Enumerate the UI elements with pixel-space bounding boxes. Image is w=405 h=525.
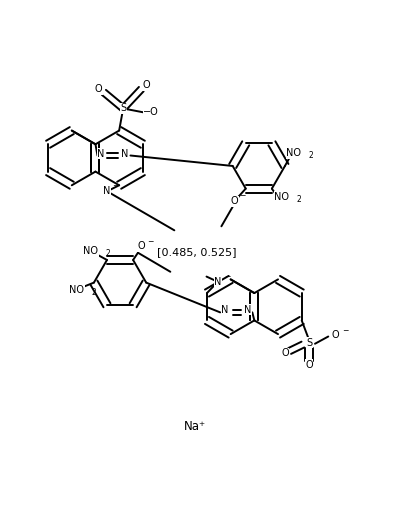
Text: NO: NO	[286, 148, 301, 158]
Text: 2: 2	[296, 195, 301, 204]
Text: O: O	[137, 242, 145, 251]
Text: [0.485, 0.525]: [0.485, 0.525]	[157, 247, 236, 257]
Text: N: N	[244, 305, 251, 315]
Text: N: N	[214, 277, 222, 287]
Text: −O: −O	[143, 107, 159, 117]
Text: O: O	[142, 80, 150, 90]
Text: 2: 2	[308, 151, 313, 161]
Text: NO: NO	[83, 246, 98, 256]
Text: O: O	[231, 196, 238, 206]
Text: N: N	[103, 186, 111, 196]
Text: NO: NO	[274, 192, 289, 202]
Text: NO: NO	[69, 285, 84, 295]
Text: Na⁺: Na⁺	[183, 420, 205, 433]
Text: −: −	[112, 181, 119, 190]
Text: N: N	[221, 305, 229, 315]
Text: O: O	[331, 330, 339, 340]
Text: −: −	[148, 237, 154, 246]
Text: −: −	[342, 327, 348, 335]
Text: N: N	[121, 149, 128, 159]
Text: 2: 2	[91, 288, 96, 297]
Text: S: S	[120, 103, 126, 113]
Text: O: O	[281, 349, 289, 359]
Text: O: O	[94, 84, 102, 94]
Text: O: O	[305, 360, 313, 370]
Text: −: −	[239, 191, 246, 201]
Text: S: S	[307, 338, 313, 348]
Text: −: −	[224, 271, 231, 281]
Text: N: N	[97, 149, 104, 159]
Text: 2: 2	[105, 249, 110, 258]
